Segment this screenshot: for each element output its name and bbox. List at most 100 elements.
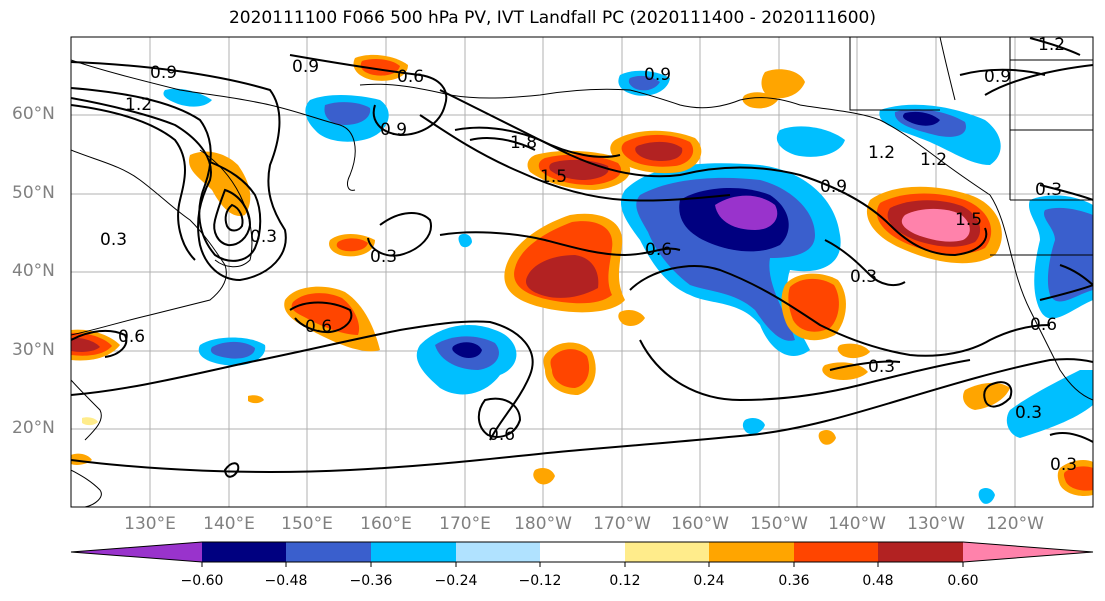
contour-label: 1.8 [510,133,537,153]
colorbar-tick-label: −0.12 [518,573,562,589]
coastlines [71,37,1093,507]
negative-anomaly-japan-east-core [210,341,255,359]
lat-label: 50°N [12,183,55,203]
pv-contours [71,37,1093,478]
negative-anomaly-east-2 [1006,370,1093,438]
negative-anomaly-small-1 [458,233,472,248]
negative-anomaly-gulf-alaska [776,126,845,157]
contour-label: 0.6 [397,67,424,87]
negative-anomaly-hawaii [742,417,765,435]
positive-anomaly-ne-pacific-2 [788,278,839,332]
contour-label: 0.3 [1035,180,1062,200]
positive-anomaly-small-3 [822,362,868,380]
positive-anomaly-small-1 [618,310,645,326]
lon-label: 180°W [514,514,572,534]
colorbar-segment [71,542,202,562]
contour-label: 0.3 [868,357,895,377]
colorbar-segment [540,542,625,562]
chart-title: 2020111100 F066 500 hPa PV, IVT Landfall… [228,8,876,28]
colorbar-tick-label: 0.12 [609,573,641,589]
contour-label: 0.6 [305,317,332,337]
positive-anomaly-small-6 [533,468,555,485]
contour-label: 0.9 [380,120,407,140]
lon-label: 170°E [439,514,491,534]
colorbar-segment [456,542,540,562]
colorbar-tick-label: 0.36 [778,573,810,589]
negative-anomaly-north-2 [163,88,212,107]
colorbar-segment [794,542,878,562]
colorbar-segment [625,542,709,562]
colorbar-tick-label: 0.48 [862,573,894,589]
contour-label: 1.5 [955,210,982,230]
contour-label: 1.2 [1038,35,1065,55]
positive-anomaly-south-1-2 [550,349,590,388]
lon-label: 130°E [124,514,176,534]
colorbar-segment [286,542,371,562]
contour-label: 0.3 [250,227,277,247]
contour-label: 0.6 [1030,315,1057,335]
contour-label: 0.6 [118,327,145,347]
colorbar-segment [371,542,456,562]
lon-label: 150°E [281,514,333,534]
lon-label: 150°W [750,514,808,534]
contour-label: 0.6 [645,240,672,260]
negative-anomaly-north-3-core [628,75,660,91]
colorbar-tick-label: 0.24 [693,573,725,589]
contour-label: 0.9 [820,177,847,197]
positive-anomaly-small-4 [963,382,1010,410]
lon-label: 170°W [593,514,651,534]
lon-label: 120°W [986,514,1044,534]
positive-anomaly-small-2 [837,343,870,359]
colorbar-segment [202,542,286,562]
colorbar-segment [878,542,963,562]
negative-anomaly-south [978,487,995,504]
negative-anomaly-bc-center [902,111,940,126]
colorbar-tick-label: 0.60 [947,573,979,589]
positive-anomaly-small-5 [818,430,836,445]
contour-label: 0.3 [850,267,877,287]
colorbar-tick-label: −0.36 [349,573,393,589]
negative-anomaly-core-3 [715,195,778,230]
lon-label: 160°E [360,514,412,534]
positive-anomaly-dateline-3 [525,255,599,298]
lat-label: 60°N [12,104,55,124]
lon-label: 140°W [828,514,886,534]
contour-label: 1.2 [125,95,152,115]
contour-label: 0.3 [1015,403,1042,423]
contour-label: 0.9 [150,63,177,83]
lon-label: 130°W [907,514,965,534]
lon-label: 140°E [203,514,255,534]
colorbar-tick-label: −0.24 [434,573,478,589]
contour-labels: 0.9 0.9 0.6 1.2 0.9 0.9 1.2 0.3 0.3 0.6 … [100,35,1077,475]
positive-anomaly-north-3 [742,92,778,109]
contour-label: 0.9 [292,57,319,77]
negative-anomaly-sw-center [452,342,482,358]
positive-anomaly-small-8 [82,417,98,426]
positive-anomaly-se-corner-2 [1063,466,1093,491]
colorbar-tick-label: −0.48 [264,573,308,589]
colorbar-tick-label: −0.60 [180,573,224,589]
lat-label: 40°N [12,261,55,281]
contour-label: 0.9 [644,65,671,85]
positive-anomaly-aleutian-3 [635,141,683,161]
lon-label: 160°W [671,514,729,534]
pv-shading [71,54,1093,504]
positive-anomaly-small-9 [71,453,92,465]
colorbar-segment [709,542,794,562]
negative-anomaly-north-1-core [324,102,371,125]
colorbar [70,541,1094,567]
contour-label: 1.2 [920,150,947,170]
positive-anomaly-small-7 [248,395,264,404]
positive-anomaly-west-2-2 [336,238,368,252]
positive-anomaly-north-2 [761,69,805,99]
colorbar-segment [963,542,1093,562]
contour-label: 1.5 [540,167,567,187]
lat-label: 20°N [12,418,55,438]
lat-label: 30°N [12,340,55,360]
contour-label: 0.9 [984,67,1011,87]
contour-label: 0.6 [488,425,515,445]
map-frame [70,36,1094,508]
contour-label: 1.2 [868,143,895,163]
contour-label: 0.3 [370,247,397,267]
